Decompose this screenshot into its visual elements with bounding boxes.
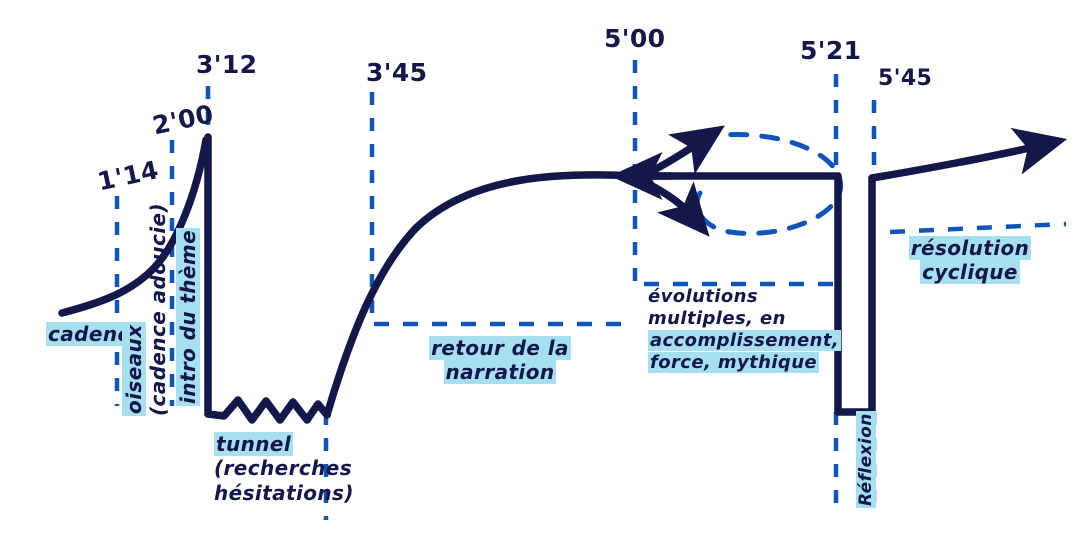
level-guides [374,221,1067,327]
time-label-5-00: 5'00 [604,24,666,53]
annotation-tunnel: tunnel (recherches hésitations) [214,432,354,505]
branching-arrows [610,125,725,237]
annotation-evolutions-line3: accomplissement, [648,329,842,351]
annotation-resolution-line2: cyclique [920,260,1020,285]
curve-segment-reflexion-trough [834,172,876,416]
annotation-intro-theme-text: intro du thème [176,227,200,406]
annotation-reflexion-text: Réflexion [856,411,876,508]
annotation-retour-narration-line2: narration [443,360,557,385]
annotation-evolutions-line1: évolutions [648,286,758,307]
annotation-oiseaux: oiseaux (cadence adoucie) [122,203,171,416]
time-label-3-12: 3'12 [196,50,258,79]
annotation-tunnel-line3: hésitations) [214,480,354,505]
level-line-resolution [889,221,1067,235]
time-label-5-21: 5'21 [800,36,862,65]
curve-segment-cadence [58,136,210,317]
narrative-curve [58,127,1068,424]
annotation-retour-narration-line1: retour de la [429,336,571,360]
curve-segment-narration-rise [323,171,640,419]
branch-arrow-down [634,174,710,237]
time-label-3-45: 3'45 [366,58,428,87]
annotation-tunnel-line1: tunnel [214,432,294,456]
annotation-resolution-line1: résolution [908,236,1032,260]
annotation-oiseaux-line2: (cadence adoucie) [146,202,171,416]
curve-segment-tunnel-zigzag [204,396,331,424]
cyclic-loop-ellipse [694,132,844,236]
annotation-retour-narration: retour de la narration [400,336,600,385]
annotation-oiseaux-line1: oiseaux [122,322,146,416]
annotation-evolutions: évolutions multiples, en accomplissement… [648,286,842,374]
annotation-resolution: résolution cyclique [890,236,1050,285]
annotation-evolutions-line4: force, mythique [648,351,820,373]
annotation-reflexion: Réflexion [856,411,877,508]
curve-segment-resolution [868,127,1068,182]
annotation-tunnel-line2: (recherches [214,456,353,481]
annotation-evolutions-line2: multiples, en [648,307,786,329]
annotation-intro-theme: intro du thème [176,227,200,406]
time-label-5-45: 5'45 [878,66,933,91]
